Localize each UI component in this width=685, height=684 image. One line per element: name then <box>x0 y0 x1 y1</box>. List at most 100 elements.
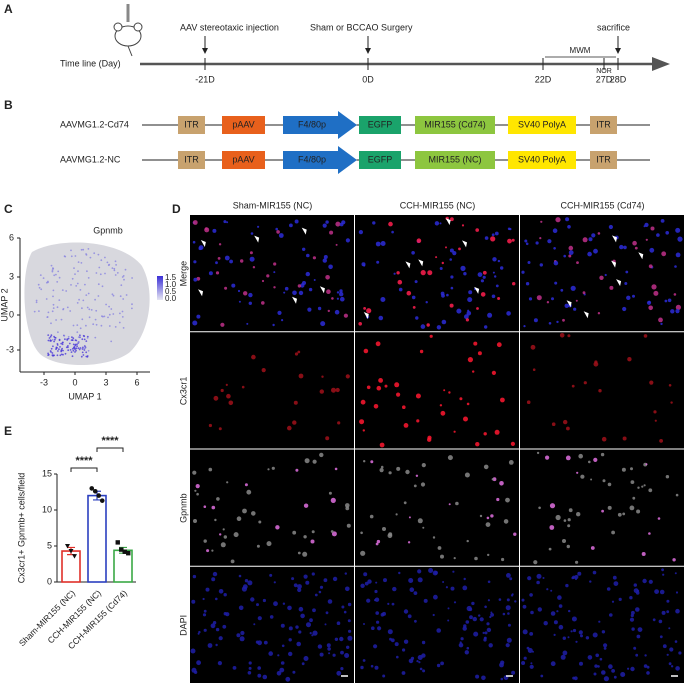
cell-signal <box>288 638 292 642</box>
umap-y-tick-label: 3 <box>9 271 14 281</box>
cell-signal <box>421 640 426 645</box>
cell-signal <box>445 586 448 589</box>
cell-signal <box>487 312 493 318</box>
umap-dot <box>100 324 103 327</box>
cell-signal <box>491 233 495 237</box>
umap-dot <box>70 255 73 258</box>
cell-signal <box>436 663 441 668</box>
cell-signal <box>505 643 510 648</box>
cell-signal <box>532 650 534 653</box>
cell-signal <box>475 228 480 232</box>
arrowhead-marker <box>445 218 451 226</box>
cell-signal <box>522 629 528 635</box>
umap-dot <box>104 256 106 259</box>
cell-signal <box>193 260 197 264</box>
umap-dot <box>131 303 133 306</box>
cell-signal <box>648 264 653 269</box>
umap-dot <box>54 338 56 341</box>
cell-signal <box>677 236 683 242</box>
cell-signal <box>251 511 256 516</box>
cell-signal <box>611 600 615 603</box>
cell-signal <box>441 261 444 265</box>
cell-signal <box>344 572 347 575</box>
umap-dot <box>54 336 56 339</box>
cell-signal <box>327 647 331 651</box>
cell-signal <box>542 577 545 579</box>
cell-signal <box>292 290 297 296</box>
element-label: ITR <box>596 154 611 164</box>
cell-signal <box>416 238 422 243</box>
cell-signal <box>675 252 681 258</box>
cell-signal <box>228 400 234 406</box>
cell-signal <box>421 463 426 468</box>
cell-signal <box>256 544 260 548</box>
cell-signal <box>309 632 312 635</box>
cell-signal <box>320 321 326 327</box>
micrograph <box>355 449 519 566</box>
cell-signal <box>496 342 502 348</box>
cell-signal <box>403 639 409 644</box>
cell-signal <box>396 271 400 275</box>
cell-signal <box>436 325 442 330</box>
cell-signal <box>249 251 253 255</box>
umap-dot <box>83 347 85 350</box>
arrowhead-marker <box>405 261 411 269</box>
cell-signal <box>273 601 278 607</box>
data-point <box>92 488 98 494</box>
cell-signal <box>490 236 496 242</box>
cell-signal <box>297 350 301 354</box>
cell-signal <box>212 228 217 233</box>
cell-signal <box>281 644 285 648</box>
cell-signal <box>568 250 574 256</box>
umap-dot <box>67 349 70 352</box>
cell-signal <box>533 560 538 565</box>
umap-dot <box>90 309 93 311</box>
cell-signal <box>659 439 663 443</box>
cell-signal <box>417 577 423 583</box>
cell-signal <box>277 310 282 315</box>
cell-signal <box>666 610 670 614</box>
cell-signal <box>374 599 377 602</box>
umap-dot <box>82 346 84 349</box>
umap-dot <box>108 305 110 308</box>
umap-dot <box>51 270 54 273</box>
cell-signal <box>266 274 270 278</box>
cell-signal <box>246 322 249 325</box>
cell-signal <box>441 319 447 325</box>
cell-signal <box>536 295 542 301</box>
cell-signal <box>668 384 672 387</box>
cell-signal <box>411 251 415 255</box>
cell-signal <box>621 467 626 472</box>
construct-element <box>590 151 617 169</box>
umap-dot <box>92 323 95 326</box>
cell-signal <box>570 285 576 291</box>
umap-dot <box>62 349 64 352</box>
umap-dot <box>66 306 69 309</box>
cell-signal <box>340 650 344 655</box>
cell-signal <box>550 589 553 592</box>
cell-signal <box>238 300 241 303</box>
cell-signal <box>288 651 293 657</box>
cell-signal <box>336 291 340 294</box>
cell-signal <box>241 385 245 389</box>
umap-dot <box>74 351 76 353</box>
umap-dot <box>55 348 57 350</box>
cell-signal <box>560 654 566 660</box>
element-label: EGFP <box>368 154 393 164</box>
cell-signal <box>321 375 324 378</box>
cell-signal <box>244 579 249 583</box>
umap-dot <box>55 273 57 276</box>
cell-signal <box>256 603 259 607</box>
cell-signal <box>462 626 467 631</box>
umap-dot <box>63 334 66 337</box>
cell-signal <box>590 478 593 481</box>
panel-label: A <box>4 2 13 16</box>
cell-signal <box>472 370 475 373</box>
cell-signal <box>273 262 277 266</box>
cell-signal <box>208 271 213 276</box>
cell-signal <box>611 530 615 535</box>
cell-signal <box>203 628 207 632</box>
cell-signal <box>551 297 554 301</box>
cell-signal <box>675 304 682 310</box>
cell-signal <box>463 577 466 581</box>
